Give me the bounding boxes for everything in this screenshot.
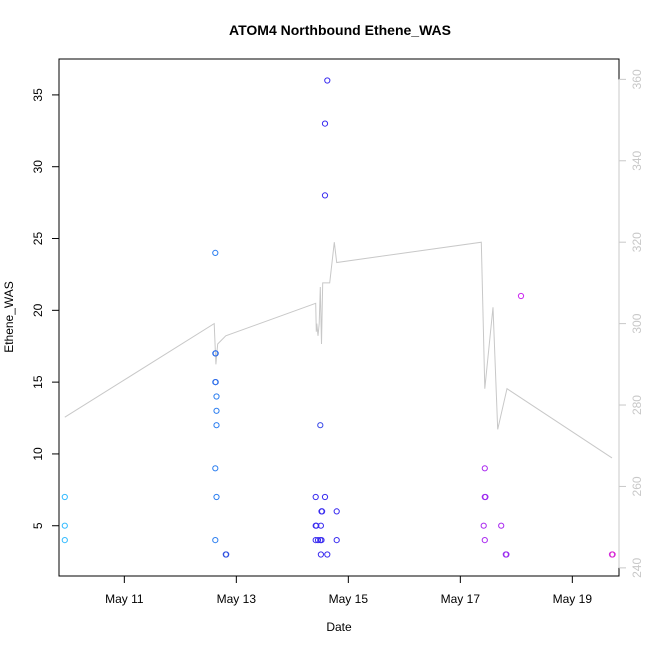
data-point [213, 493, 220, 501]
y-left-tick-label: 5 [31, 522, 45, 529]
y-left-tick-label: 20 [31, 303, 45, 317]
data-point [319, 508, 326, 515]
data-point [317, 522, 324, 529]
y-right-tick-label: 280 [630, 395, 644, 415]
series-line [64, 241, 613, 459]
data-point [213, 407, 220, 414]
y-right-tick-label: 240 [630, 558, 644, 578]
x-tick-label: May 11 [105, 592, 144, 606]
y-left-tick-label: 15 [31, 375, 45, 389]
data-point [480, 522, 487, 529]
data-point [213, 422, 220, 429]
y-axis-label: Ethene_WAS [2, 281, 16, 353]
data-point [61, 493, 68, 501]
x-tick-label: May 19 [553, 592, 593, 606]
data-point [312, 493, 319, 501]
y-right-tick-label: 360 [630, 69, 644, 89]
data-point [324, 551, 331, 558]
y-left-tick-label: 10 [31, 447, 45, 461]
data-point [321, 493, 329, 501]
data-point [223, 551, 230, 558]
data-point [481, 537, 488, 544]
line-layer [64, 241, 613, 459]
data-point [318, 537, 325, 544]
y-right-tick-label: 260 [630, 476, 644, 496]
x-axis: May 11 May 13 May 15 May 17 May 19 [105, 575, 593, 606]
y-axis-left: 5 10 15 20 25 30 35 [31, 88, 60, 529]
data-point [609, 551, 616, 558]
y-right-tick-label: 320 [630, 232, 644, 252]
y-right-tick-label: 340 [630, 150, 644, 170]
data-point [212, 379, 219, 386]
y-left-tick-label: 30 [31, 160, 45, 174]
data-point [317, 551, 324, 558]
points-layer [61, 77, 616, 558]
plot-frame [58, 58, 620, 577]
x-tick-label: May 15 [329, 592, 369, 606]
data-point [212, 249, 219, 256]
data-point [517, 292, 525, 300]
data-point [313, 522, 320, 529]
data-point [481, 465, 488, 472]
data-point [324, 77, 331, 84]
y-right-tick-label: 300 [630, 313, 644, 333]
chart-title: ATOM4 Northbound Ethene_WAS [229, 22, 451, 38]
data-point [317, 422, 324, 429]
data-point [498, 522, 505, 529]
data-point [333, 537, 340, 544]
data-point [312, 537, 319, 544]
y-left-tick-label: 35 [31, 88, 45, 102]
y-left-tick-label: 25 [31, 232, 45, 246]
y-axis-right: 240 260 280 300 320 340 360 [618, 69, 644, 578]
x-axis-label: Date [326, 620, 352, 634]
data-point [321, 192, 329, 199]
data-point [212, 537, 219, 544]
data-point [503, 551, 510, 558]
data-point [213, 393, 220, 400]
data-point [212, 465, 219, 472]
data-point [321, 120, 329, 127]
data-point [61, 537, 68, 544]
x-tick-label: May 17 [441, 592, 481, 606]
data-point [212, 350, 219, 357]
data-point [482, 493, 489, 501]
x-tick-label: May 13 [217, 592, 257, 606]
data-point [314, 537, 322, 544]
data-point [61, 522, 68, 529]
data-point [333, 508, 340, 515]
